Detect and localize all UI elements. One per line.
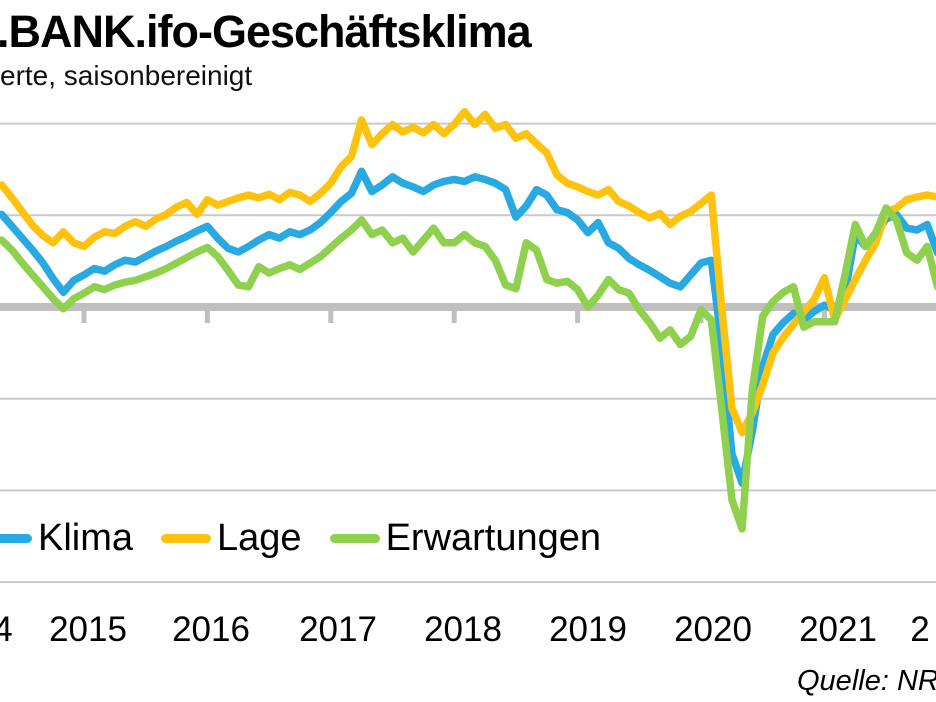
axis-tick — [328, 311, 334, 323]
x-axis-label: 2015 — [49, 610, 127, 649]
legend-label-erwartungen: Erwartungen — [385, 516, 602, 559]
axis-tick — [81, 311, 87, 323]
axis-tick — [204, 311, 210, 323]
x-axis-label: 2018 — [424, 610, 502, 649]
x-axis-label: 2 — [910, 610, 930, 649]
chart-subtitle: erte, saisonbereinigt — [0, 60, 253, 91]
x-axis-label: 4 — [0, 610, 13, 649]
erwartungen-line-swatch — [329, 533, 380, 543]
series-line-lage — [0, 107, 936, 437]
x-axis-label: 2016 — [172, 610, 250, 649]
legend-item-erwartungen: Erwartungen — [329, 516, 602, 560]
axis-tick — [575, 311, 581, 323]
x-axis-label: 2021 — [799, 610, 877, 649]
klima-line-swatch — [0, 533, 32, 543]
series-line-erwartungen — [0, 204, 936, 533]
x-axis-labels: 4 2015 2016 2017 2018 2019 2020 2021 2 — [0, 610, 936, 656]
series-line-klima — [0, 167, 936, 487]
source-caption: Quelle: NR — [797, 665, 936, 697]
legend-item-klima: Klima — [0, 517, 133, 560]
x-axis-label: 2019 — [549, 610, 627, 649]
chart-title: .BANK.ifo-Geschäftsklima — [0, 6, 532, 57]
axis-tick — [451, 311, 457, 323]
legend-label-lage: Lage — [217, 516, 302, 559]
axis-tick — [821, 311, 827, 323]
x-axis-label: 2020 — [674, 610, 752, 649]
legend-label-klima: Klima — [38, 516, 134, 559]
x-axis-label: 2017 — [299, 610, 377, 649]
lage-line-swatch — [161, 533, 212, 543]
legend-item-lage: Lage — [161, 517, 302, 560]
chart-legend: Klima Lage Erwartungen — [0, 516, 629, 560]
